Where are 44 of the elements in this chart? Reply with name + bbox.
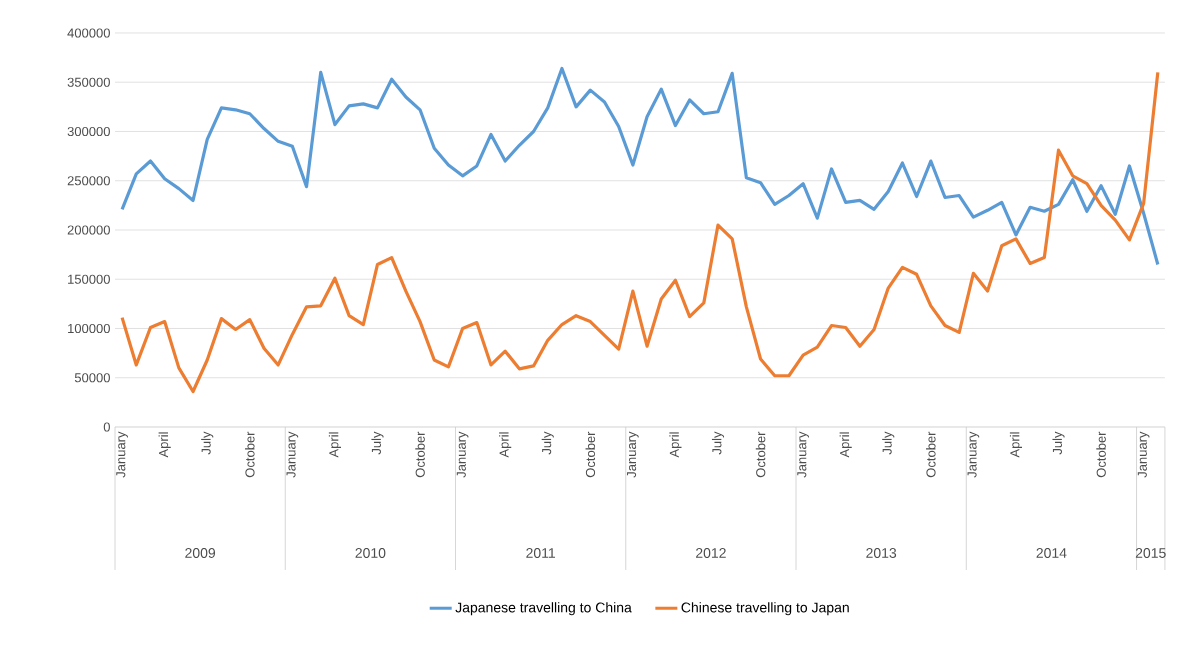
text: 2014 [1036,548,1067,558]
x-tick-label: April [328,432,341,458]
x-tick-label: October [926,431,936,478]
y-tick-label: 100000 [68,323,110,334]
x-tick-label: January [1137,431,1150,478]
y-tick-label: 50000 [74,373,110,383]
text: 2015 [1135,548,1166,558]
x-tick-label: January [456,431,469,478]
y-tick-label: 300000 [67,126,110,137]
x-tick-label: July [882,431,895,455]
x-tick-label: January [967,431,980,478]
x-tick-label: January [797,431,809,478]
y-tick-label: 150000 [68,274,110,284]
x-tick-label: April [839,432,852,458]
x-tick-label: July [541,431,554,455]
x-tick-label: January [116,431,128,478]
x-tick-label: July [371,431,384,455]
x-tick-label: January [286,431,299,478]
y-tick-label: 0 [103,422,110,432]
x-tick-label: October [755,431,766,478]
y-tick-label: 200000 [67,225,110,235]
x-tick-label: October [245,431,255,478]
y-tick-label: 400000 [67,28,110,38]
x-tick-label: July [201,431,214,455]
legend-label: Chinese travelling to Japan [681,602,849,616]
x-tick-label: January [627,431,639,478]
x-tick-label: April [669,432,682,458]
x-tick-label: July [1052,431,1065,455]
text: 2010 [355,548,386,558]
line-series [120,66,1160,267]
text: 2013 [866,548,897,558]
text: 2009 [185,548,216,558]
x-tick-label: April [499,432,512,458]
x-tick-label: July [711,431,725,455]
y-tick-label: 250000 [67,176,110,186]
x-tick-label: April [158,432,171,458]
legend-label: Japanese travelling to China [455,602,632,616]
x-tick-label: April [1009,432,1023,458]
text: 2011 [526,548,556,558]
y-tick-label: 350000 [67,77,110,87]
x-tick-label: October [415,431,425,478]
text: 2012 [696,548,726,558]
x-tick-label: October [585,431,596,478]
x-tick-label: October [1096,431,1106,478]
